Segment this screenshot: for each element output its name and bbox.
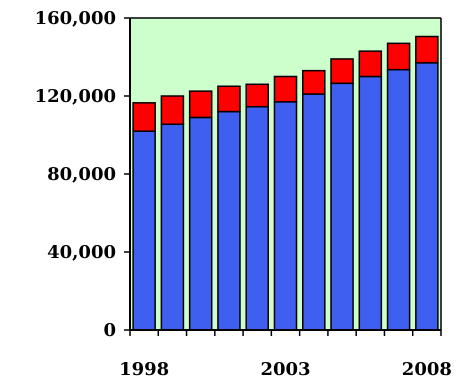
x-tick-label: 2008 (402, 359, 452, 380)
bar-segment-2008-series-2 (415, 35, 439, 64)
bar-segment-2001-series-1 (217, 110, 241, 331)
y-tick-label: 80,000 (47, 164, 116, 185)
bar-segment-1998-series-1 (132, 130, 156, 331)
y-tick-label: 40,000 (47, 242, 116, 263)
bar-segment-2007-series-1 (386, 68, 411, 331)
bar-segment-2006-series-1 (358, 75, 383, 331)
bars (132, 35, 439, 331)
bar-segment-2008-series-1 (415, 62, 439, 331)
y-ticks: 0 40,000 80,000 120,000 160,000 (35, 8, 130, 341)
bar-segment-1999-series-1 (160, 123, 185, 331)
bar-segment-1999-series-2 (160, 95, 185, 126)
y-tick-label: 120,000 (35, 86, 116, 107)
bar-segment-2000-series-1 (188, 116, 213, 331)
x-ticks: 1998 2003 2008 (119, 330, 452, 380)
bar-segment-2007-series-2 (386, 42, 411, 71)
y-tick-label: 160,000 (35, 8, 116, 29)
bar-segment-1998-series-2 (132, 102, 156, 132)
x-tick-label: 2003 (260, 359, 310, 380)
bar-segment-2005-series-2 (330, 58, 354, 85)
bar-segment-2004-series-2 (302, 69, 326, 95)
bar-segment-2004-series-1 (302, 93, 326, 331)
bar-segment-2002-series-1 (245, 105, 269, 331)
bar-segment-2006-series-2 (358, 50, 383, 78)
bar-segment-2005-series-1 (330, 82, 354, 331)
x-tick-label: 1998 (119, 359, 169, 380)
bar-segment-2002-series-2 (245, 83, 269, 108)
y-tick-label: 0 (103, 320, 116, 341)
bar-segment-2000-series-2 (188, 90, 213, 119)
bar-segment-2003-series-1 (273, 101, 298, 331)
bar-segment-2001-series-2 (217, 85, 241, 113)
bar-segment-2003-series-2 (273, 75, 298, 103)
